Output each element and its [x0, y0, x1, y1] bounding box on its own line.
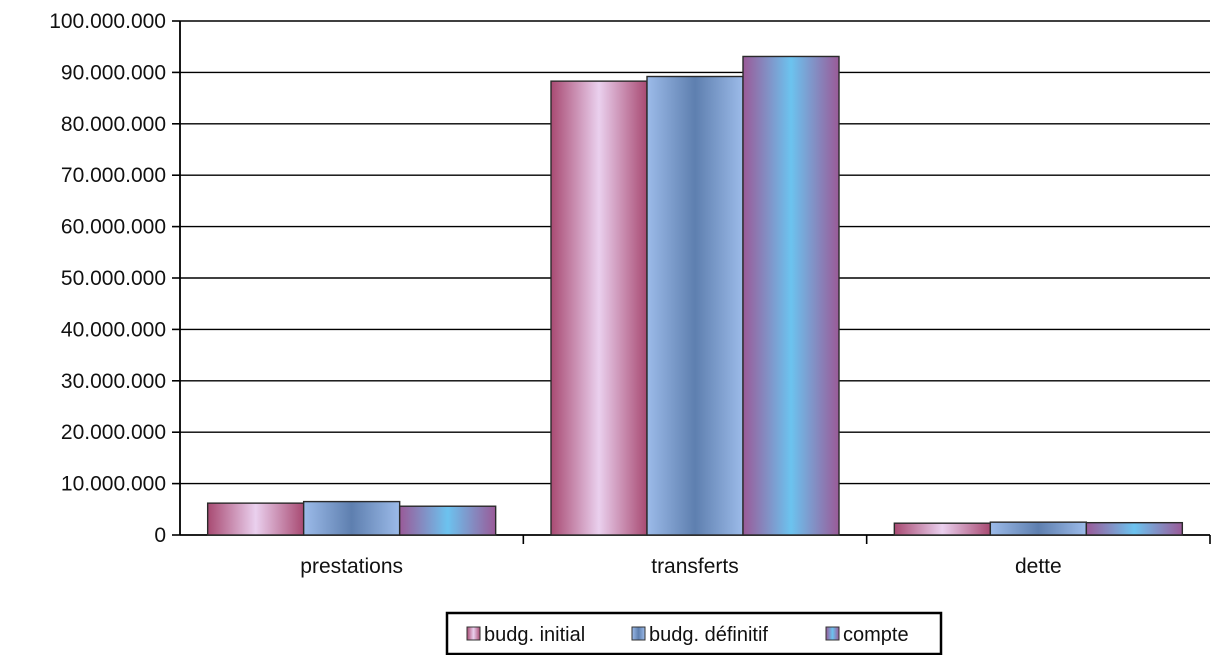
y-tick-label: 40.000.000 [61, 318, 166, 341]
x-tick-label-transferts: transferts [651, 555, 739, 578]
y-tick-label: 100.000.000 [49, 10, 166, 33]
bar-compte-dette [1085, 521, 1184, 536]
bar-budg-initial-dette [893, 522, 992, 536]
legend-entry-compte: compte [825, 624, 909, 646]
x-tick-label-dette: dette [1015, 555, 1062, 578]
y-tick-label: 80.000.000 [61, 113, 166, 136]
bar-budg-initial-prestations [206, 502, 305, 536]
y-tick-label: 90.000.000 [61, 61, 166, 84]
legend-swatch-budg-initial [466, 626, 481, 641]
legend-entry-budg-definitif: budg. définitif [631, 624, 768, 646]
bar-compte-transferts [742, 55, 840, 536]
legend-label-budg-definitif: budg. définitif [649, 624, 768, 646]
y-tick-label: 50.000.000 [61, 267, 166, 290]
x-tick-labels: prestations transferts dette [300, 555, 1061, 578]
bar-budg-definitif-transferts [646, 75, 744, 536]
bar-budg-initial-transferts [550, 80, 648, 536]
y-tick-label: 0 [154, 524, 166, 547]
legend-swatch-compte [825, 626, 840, 641]
y-tick-label: 10.000.000 [61, 473, 166, 496]
y-tick-label: 30.000.000 [61, 370, 166, 393]
legend-swatch-budg-definitif [631, 626, 646, 641]
bar-budg-definitif-dette [989, 521, 1088, 536]
legend-entry-budg-initial: budg. initial [466, 624, 585, 646]
legend-frame [445, 611, 943, 656]
y-tick-labels: 0 10.000.000 20.000.000 30.000.000 40.000.00… [49, 10, 166, 547]
x-tick-label-prestations: prestations [300, 555, 403, 578]
legend: budg. initial budg. définitif compte [445, 611, 943, 656]
bar-budg-definitif-prestations [302, 500, 401, 536]
y-tick-label: 70.000.000 [61, 164, 166, 187]
legend-label-budg-initial: budg. initial [484, 624, 585, 646]
y-tick-label: 20.000.000 [61, 421, 166, 444]
y-tick-label: 60.000.000 [61, 216, 166, 239]
bar-compte-prestations [398, 505, 497, 536]
legend-label-compte: compte [843, 624, 909, 646]
bars [206, 55, 1184, 536]
